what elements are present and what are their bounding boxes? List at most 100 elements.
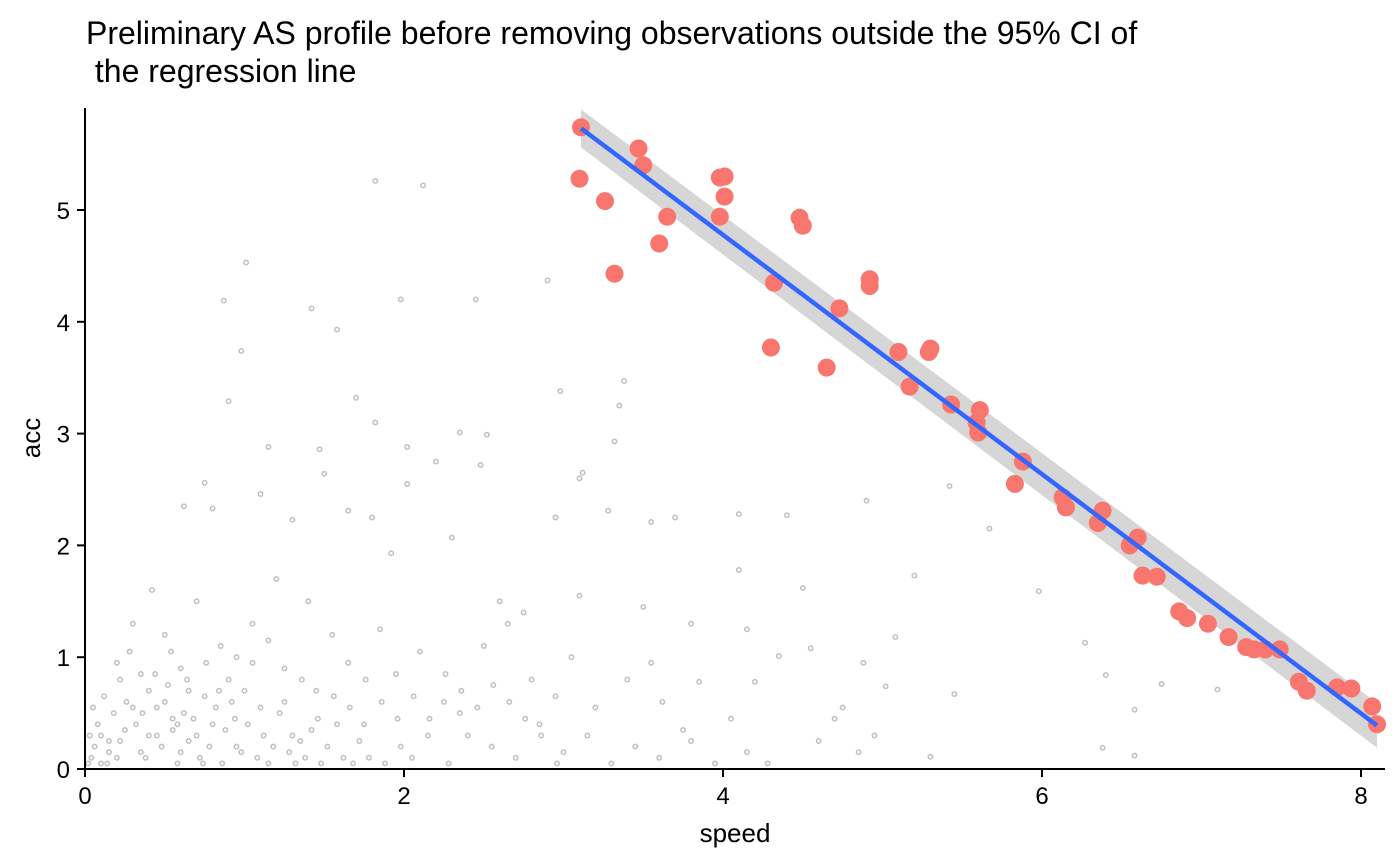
background-point — [372, 419, 379, 426]
background-point — [951, 691, 958, 698]
background-point — [308, 726, 315, 733]
background-point — [394, 715, 401, 722]
chart-title-line-1: Preliminary AS profile before removing o… — [86, 15, 1137, 51]
background-point — [244, 721, 251, 728]
background-point — [764, 760, 771, 767]
background-point — [592, 704, 599, 711]
background-point — [1131, 706, 1138, 713]
x-tick-label: 2 — [397, 783, 410, 810]
background-point — [640, 603, 647, 610]
background-point — [605, 507, 612, 514]
background-point — [113, 659, 120, 666]
background-point — [126, 648, 133, 655]
background-point — [161, 698, 168, 705]
background-point — [298, 676, 305, 683]
background-point — [158, 743, 165, 750]
background-point — [659, 698, 666, 705]
background-point — [432, 458, 439, 465]
background-point — [377, 626, 384, 633]
background-point — [608, 760, 615, 767]
background-point — [1099, 744, 1106, 751]
highlight-points-layer — [570, 118, 1386, 734]
background-point — [302, 754, 309, 761]
background-point — [265, 444, 272, 450]
background-point — [324, 743, 331, 750]
background-point — [152, 671, 159, 677]
background-point — [203, 659, 210, 666]
background-point — [672, 514, 679, 521]
background-point — [1082, 639, 1089, 646]
background-point — [142, 754, 149, 761]
background-point — [863, 497, 870, 504]
background-point — [201, 693, 208, 700]
selected-point — [921, 339, 940, 358]
background-point — [576, 592, 583, 599]
selected-point — [1056, 498, 1075, 517]
regression-line-layer — [579, 126, 1379, 728]
background-point — [892, 634, 899, 641]
background-point — [117, 738, 124, 744]
background-point — [751, 678, 758, 685]
background-point — [410, 693, 417, 700]
background-point — [85, 760, 92, 767]
selected-point — [900, 377, 919, 396]
background-point — [129, 620, 136, 627]
background-point — [334, 326, 340, 333]
background-point — [289, 516, 296, 523]
background-point — [369, 514, 376, 521]
background-point — [882, 683, 889, 690]
background-point — [554, 760, 561, 767]
background-point — [584, 732, 591, 739]
background-point — [409, 754, 415, 761]
background-point — [365, 754, 372, 761]
selected-point — [570, 169, 589, 188]
background-point — [807, 645, 814, 652]
background-point — [137, 749, 144, 756]
background-point — [456, 710, 463, 717]
y-tick-label: 4 — [57, 310, 70, 337]
background-point — [496, 598, 503, 605]
selected-point — [817, 358, 836, 377]
background-point — [696, 678, 703, 685]
background-point — [217, 643, 224, 649]
background-point — [98, 732, 104, 739]
background-point — [568, 654, 575, 661]
background-point — [254, 754, 261, 761]
background-point — [346, 704, 353, 711]
background-point — [552, 693, 559, 700]
background-point — [397, 743, 404, 750]
background-point — [321, 470, 328, 477]
background-point — [94, 721, 101, 728]
background-point — [474, 704, 481, 711]
background-point — [225, 676, 232, 683]
background-point — [480, 643, 487, 649]
background-point — [90, 704, 96, 711]
background-point — [424, 732, 431, 739]
background-point — [576, 475, 583, 482]
selected-point — [889, 343, 908, 361]
background-point — [196, 754, 203, 761]
background-point — [177, 665, 184, 672]
background-point — [560, 749, 567, 756]
background-point — [281, 698, 288, 705]
background-point — [314, 715, 321, 722]
background-point — [201, 479, 208, 486]
selected-point — [860, 277, 879, 295]
y-tick-label: 1 — [57, 645, 70, 672]
background-point — [273, 575, 280, 582]
background-point — [611, 438, 618, 445]
background-point — [233, 654, 240, 661]
background-point — [986, 525, 993, 532]
background-point — [219, 760, 226, 767]
background-point — [1214, 686, 1221, 693]
background-point — [133, 721, 139, 728]
background-point — [161, 631, 168, 638]
x-axis-label: speed — [700, 818, 771, 848]
background-point — [91, 743, 98, 750]
selected-point — [830, 299, 849, 318]
background-point — [544, 277, 551, 284]
background-point — [153, 704, 160, 711]
background-point — [212, 704, 219, 711]
background-point — [477, 461, 484, 468]
background-point — [378, 698, 385, 705]
